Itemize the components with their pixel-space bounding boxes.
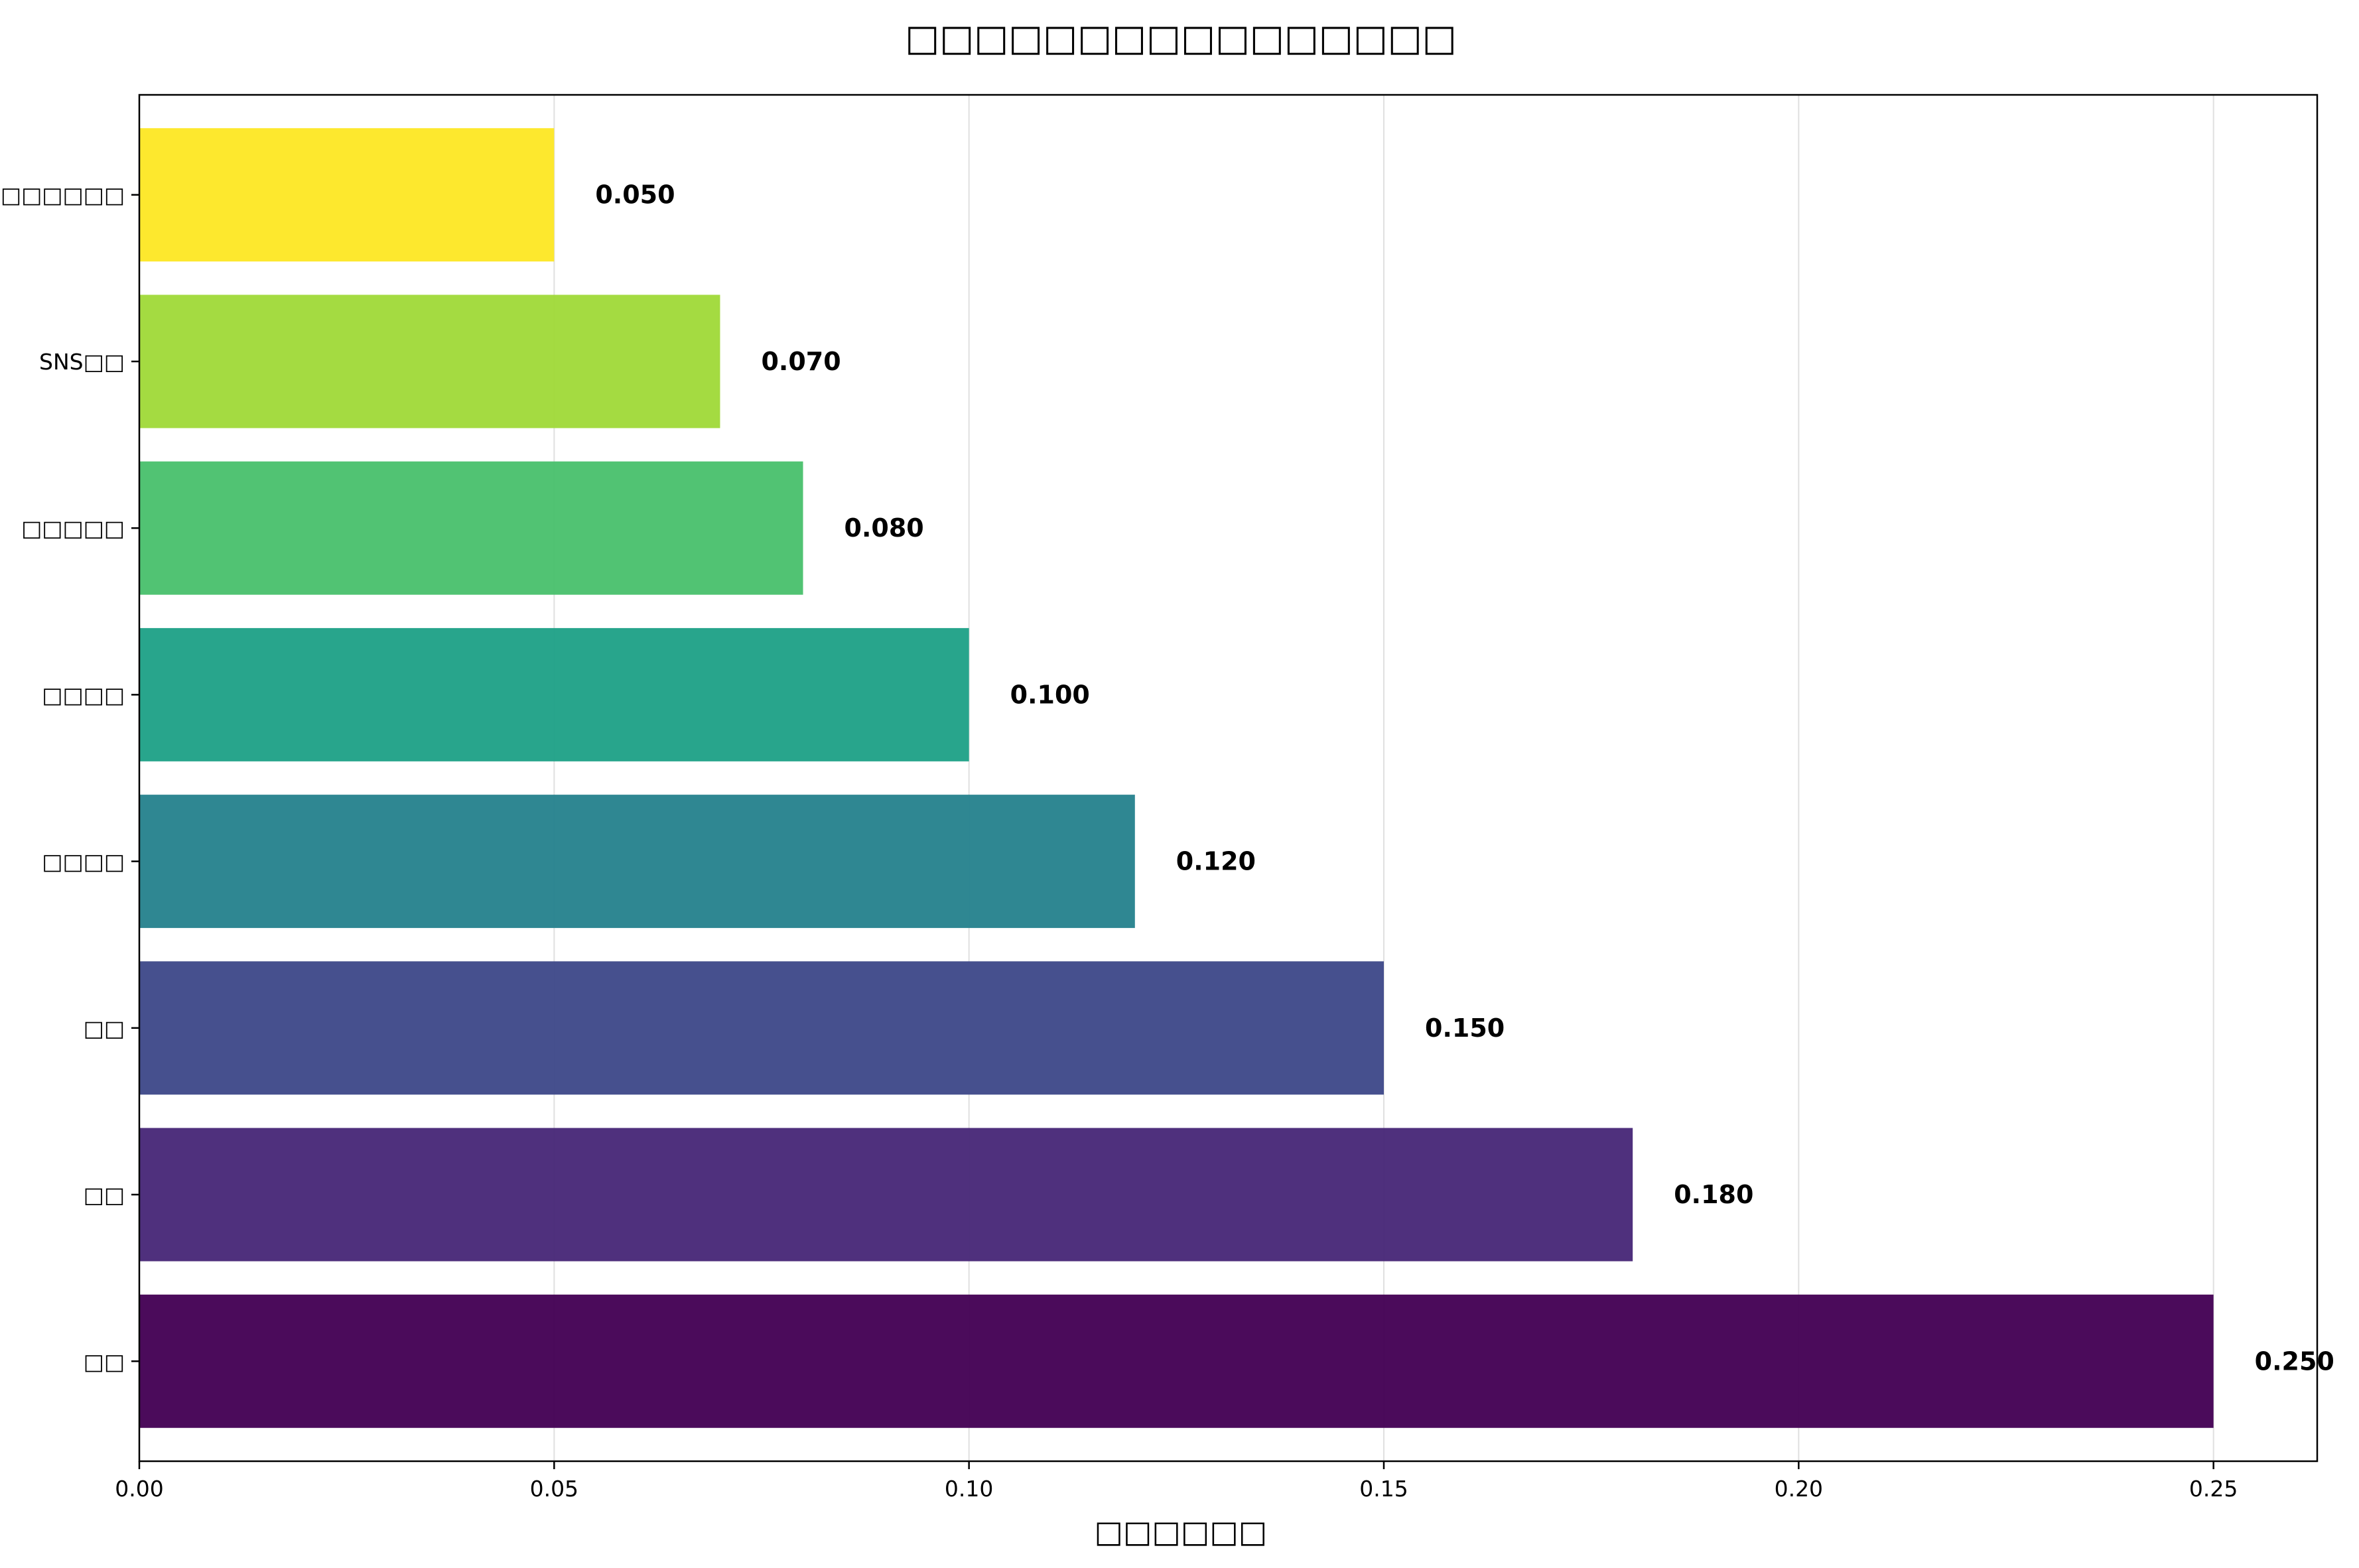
y-tick-label: □□□□□□	[1, 182, 125, 208]
y-tick-label: □□□□	[42, 682, 125, 708]
x-axis-label: □□□□□□	[1095, 1514, 1268, 1549]
bar-layer	[139, 128, 2214, 1428]
bar	[139, 961, 1384, 1095]
y-tick-label: □□□□□	[21, 515, 125, 541]
y-tick-label: □□	[84, 1182, 125, 1208]
x-tick-label: 0.10	[945, 1476, 993, 1502]
chart-title: □□□□□□□□□□□□□□□□	[905, 17, 1456, 59]
x-tick-label: 0.15	[1359, 1476, 1408, 1502]
x-tick-label: 0.25	[2189, 1476, 2238, 1502]
bar	[139, 294, 720, 428]
y-axis-ticks: □□□□□□□□□□□□□□□□□□□SNS□□□□□□□□	[1, 182, 139, 1374]
plot-frame	[138, 94, 2319, 1463]
bar-value-label: 0.180	[1674, 1180, 1753, 1209]
bar-value-label: 0.120	[1176, 847, 1256, 876]
y-tick-label: □□□□	[42, 849, 125, 875]
x-axis-ticks: 0.00 0.05 0.10 0.15 0.20 0.25	[115, 1461, 2238, 1502]
y-tick-label: □□	[84, 1348, 125, 1374]
bar-value-label: 0.250	[2255, 1346, 2334, 1376]
bar	[139, 627, 969, 761]
bar-value-label: 0.100	[1010, 680, 1090, 709]
bar	[139, 795, 1135, 929]
y-tick-label: SNS□□	[39, 349, 125, 375]
bar-value-label: 0.080	[844, 513, 924, 543]
bar-value-label: 0.050	[595, 180, 675, 210]
x-tick-label: 0.20	[1775, 1476, 1823, 1502]
x-tick-label: 0.00	[115, 1476, 163, 1502]
x-tick-label: 0.05	[530, 1476, 578, 1502]
data-label-layer: 0.250 0.180 0.150 0.120 0.100 0.080 0.070 0.050	[595, 180, 2334, 1376]
bar	[139, 128, 555, 262]
bar	[139, 461, 803, 595]
bar	[139, 1128, 1633, 1262]
bar	[139, 1294, 2214, 1428]
bar-value-label: 0.150	[1425, 1013, 1505, 1043]
bar-value-label: 0.070	[761, 347, 841, 376]
y-tick-label: □□	[84, 1015, 125, 1041]
